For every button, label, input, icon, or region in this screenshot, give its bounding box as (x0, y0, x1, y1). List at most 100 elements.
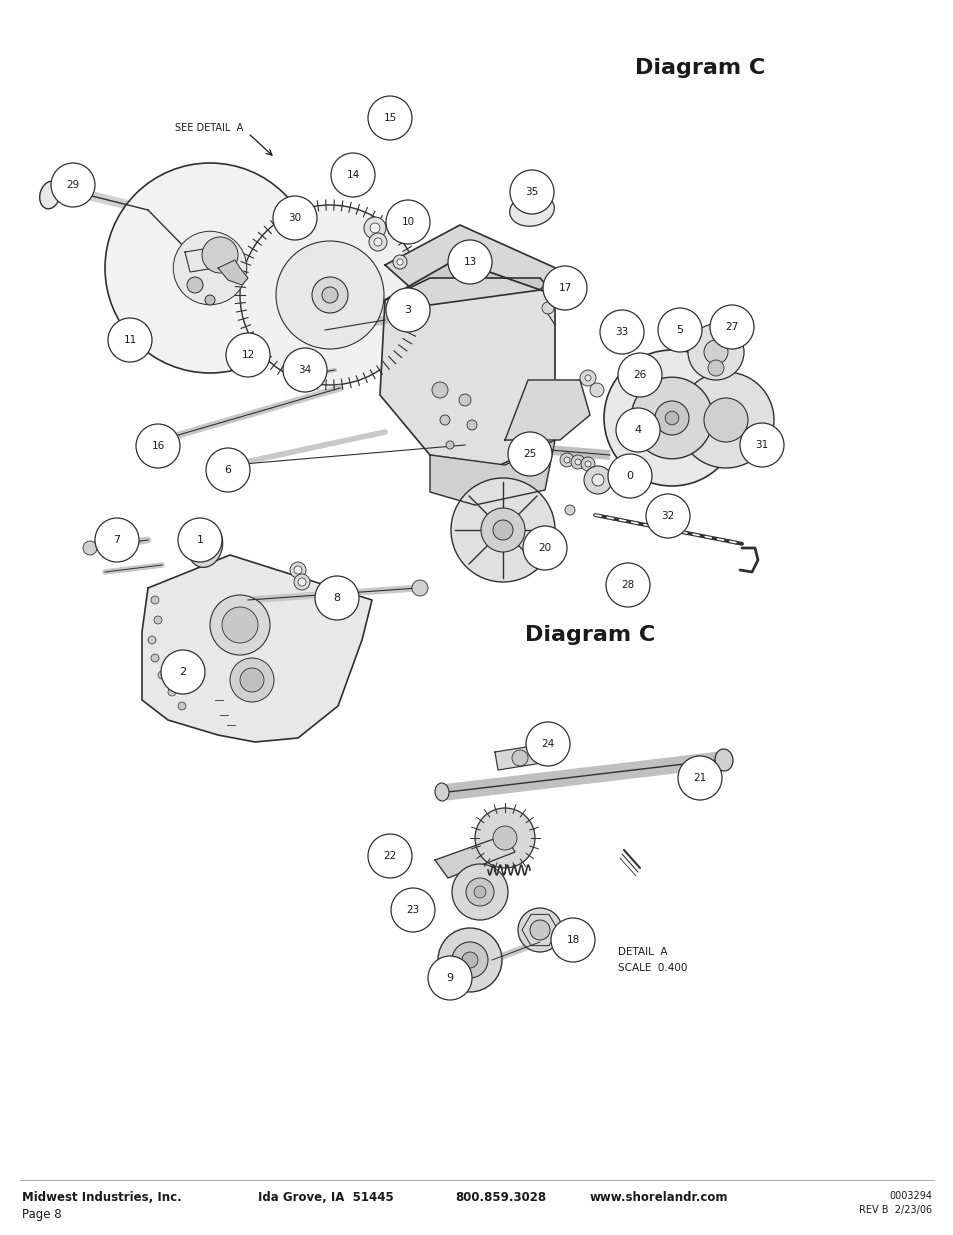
Text: 2: 2 (179, 667, 187, 677)
Text: Midwest Industries, Inc.: Midwest Industries, Inc. (22, 1192, 182, 1204)
Circle shape (551, 918, 595, 962)
Circle shape (522, 526, 566, 571)
Text: 9: 9 (446, 973, 453, 983)
Circle shape (161, 650, 205, 694)
Circle shape (136, 424, 180, 468)
Text: SEE DETAIL  A: SEE DETAIL A (174, 124, 243, 133)
Polygon shape (218, 261, 248, 285)
Ellipse shape (714, 748, 732, 771)
Circle shape (210, 595, 270, 655)
Circle shape (605, 563, 649, 606)
Text: 28: 28 (620, 580, 634, 590)
Circle shape (493, 826, 517, 850)
Circle shape (631, 377, 712, 458)
Circle shape (530, 920, 550, 940)
Text: 4: 4 (634, 425, 640, 435)
Circle shape (448, 240, 492, 284)
Ellipse shape (187, 522, 222, 567)
Circle shape (273, 196, 316, 240)
Text: www.shorelandr.com: www.shorelandr.com (589, 1192, 728, 1204)
Circle shape (507, 432, 552, 475)
Text: REV B  2/23/06: REV B 2/23/06 (858, 1205, 931, 1215)
Circle shape (480, 508, 524, 552)
Text: 8: 8 (334, 593, 340, 603)
Text: 26: 26 (633, 370, 646, 380)
Text: 15: 15 (383, 112, 396, 124)
Circle shape (187, 277, 203, 293)
Text: 6: 6 (224, 466, 232, 475)
Polygon shape (495, 743, 547, 769)
Circle shape (563, 457, 569, 463)
Text: 0003294: 0003294 (888, 1191, 931, 1200)
Text: 3: 3 (404, 305, 411, 315)
Circle shape (580, 457, 595, 471)
Circle shape (312, 277, 348, 312)
Circle shape (83, 541, 97, 555)
Circle shape (108, 317, 152, 362)
Circle shape (173, 231, 247, 305)
Circle shape (592, 474, 603, 487)
Circle shape (709, 305, 753, 350)
Circle shape (368, 96, 412, 140)
Circle shape (428, 956, 472, 1000)
Circle shape (314, 576, 358, 620)
Text: 25: 25 (523, 450, 536, 459)
Text: DETAIL  A: DETAIL A (618, 947, 667, 957)
Text: 13: 13 (463, 257, 476, 267)
Circle shape (584, 461, 590, 467)
Text: 800.859.3028: 800.859.3028 (455, 1192, 545, 1204)
Circle shape (616, 408, 659, 452)
Circle shape (589, 383, 603, 396)
Circle shape (655, 401, 688, 435)
Circle shape (707, 359, 723, 375)
Circle shape (151, 655, 159, 662)
Text: Diagram C: Diagram C (524, 625, 655, 645)
Text: 33: 33 (615, 327, 628, 337)
Circle shape (664, 411, 679, 425)
Ellipse shape (509, 194, 554, 226)
Polygon shape (142, 555, 372, 742)
Circle shape (412, 580, 428, 597)
Circle shape (370, 224, 379, 233)
Circle shape (322, 287, 337, 303)
Circle shape (105, 163, 314, 373)
Circle shape (584, 375, 590, 382)
Circle shape (452, 942, 488, 978)
Circle shape (294, 370, 305, 382)
Circle shape (678, 372, 773, 468)
Circle shape (512, 750, 527, 766)
Circle shape (559, 453, 574, 467)
Circle shape (564, 505, 575, 515)
Ellipse shape (40, 182, 60, 209)
Circle shape (226, 333, 270, 377)
Circle shape (153, 616, 162, 624)
Circle shape (178, 517, 222, 562)
Text: 10: 10 (401, 217, 415, 227)
Polygon shape (504, 380, 589, 440)
Circle shape (599, 310, 643, 354)
Text: 21: 21 (693, 773, 706, 783)
Text: 16: 16 (152, 441, 165, 451)
Text: 30: 30 (288, 212, 301, 224)
Circle shape (474, 885, 485, 898)
Circle shape (461, 952, 477, 968)
Circle shape (579, 370, 596, 387)
Circle shape (475, 808, 535, 868)
Circle shape (396, 259, 403, 266)
Circle shape (687, 324, 743, 380)
Circle shape (294, 574, 310, 590)
Circle shape (432, 382, 448, 398)
Text: 14: 14 (346, 170, 359, 180)
Circle shape (703, 398, 747, 442)
Circle shape (51, 163, 95, 207)
Circle shape (575, 459, 580, 466)
Circle shape (386, 200, 430, 245)
Circle shape (240, 668, 264, 692)
Circle shape (226, 459, 237, 471)
Circle shape (95, 517, 139, 562)
Text: 32: 32 (660, 511, 674, 521)
Text: 35: 35 (525, 186, 538, 198)
Circle shape (374, 238, 381, 246)
Circle shape (364, 217, 386, 240)
Circle shape (583, 466, 612, 494)
